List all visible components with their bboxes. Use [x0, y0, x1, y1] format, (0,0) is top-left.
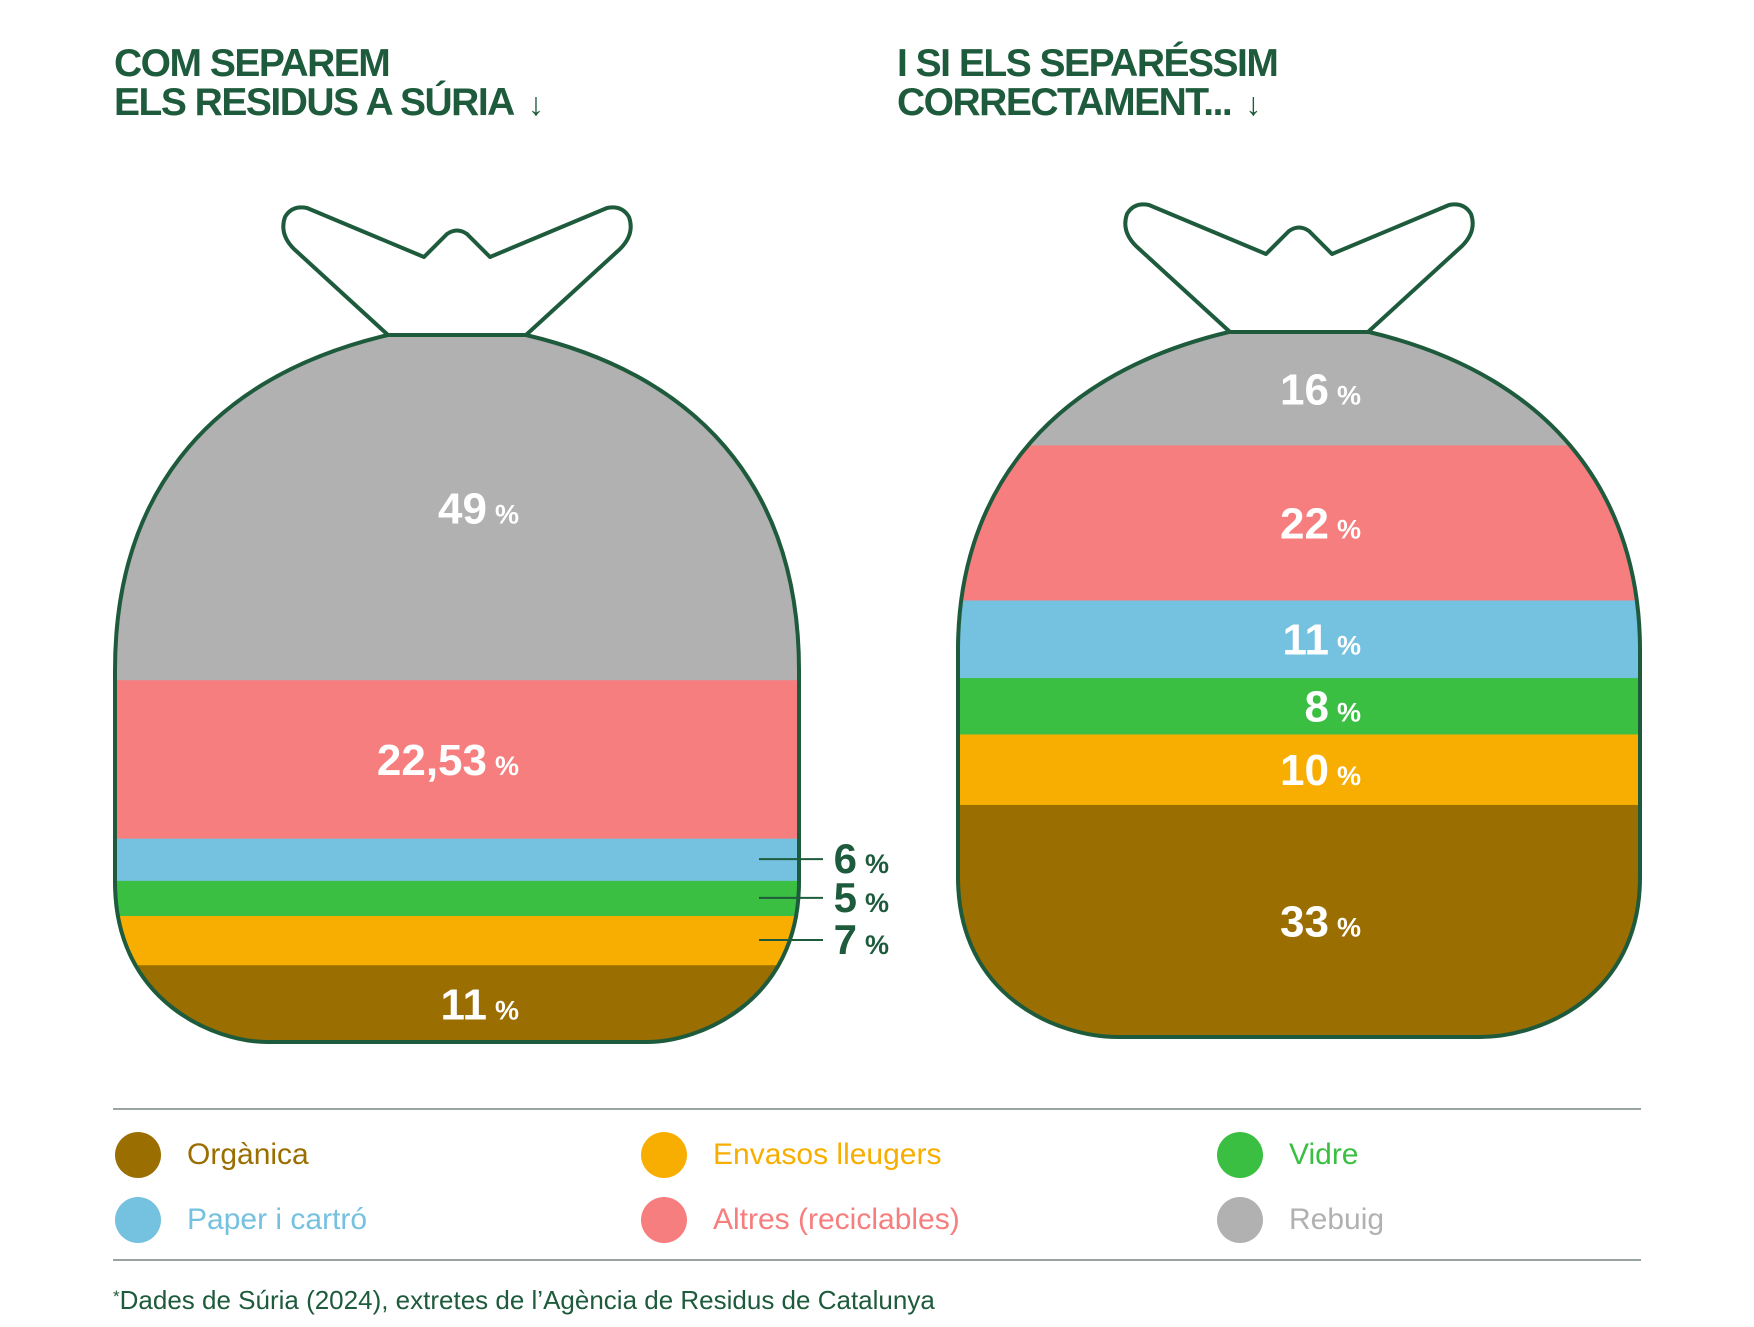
legend-divider-bottom: [113, 1259, 1641, 1261]
bag-chart-current: 11 % 7 % 5 % 6 % 22,53 % 49%: [113, 205, 889, 1044]
data-label-unit-org-nica: %: [1337, 913, 1361, 943]
legend-label-rebuig: Rebuig: [1289, 1203, 1385, 1236]
data-label-unit-altres-reciclables-: %: [1337, 514, 1361, 544]
legend-swatch-paper: [115, 1197, 161, 1243]
bar-segment-envasos-lleugers: [958, 733, 1640, 805]
bar-segment-paper-i-cartr-: [115, 838, 799, 881]
bag-outline: [956, 330, 1642, 1039]
footnote: *Dades de Súria (2024), extretes de l’Ag…: [113, 1285, 935, 1316]
title-current: COM SEPAREM ELS RESIDUS A SÚRIA ↓: [114, 42, 544, 124]
data-label-unit-altres-reciclables-: %: [495, 751, 519, 781]
bag-handle: [1123, 202, 1475, 334]
bar-segment-vidre: [115, 880, 799, 917]
data-label-envasos-lleugers: 10: [1280, 746, 1329, 795]
bag-chart-ideal: 33 % 10 % 8 % 11 % 22 % 16%: [956, 202, 1642, 1039]
arrow-down-icon: ↓: [1245, 86, 1261, 122]
data-label-unit-envasos-lleugers: %: [1337, 761, 1361, 791]
bar-segment-altres-reciclables-: [115, 679, 799, 839]
title-current-line1: COM SEPAREM: [114, 42, 391, 85]
legend-item-envasos: Envasos lleugers: [641, 1131, 941, 1179]
data-label-unit-rebuig: %: [1337, 380, 1361, 410]
data-label-unit-paper-i-cartr-: %: [1337, 631, 1361, 661]
data-label-unit-envasos-lleugers: %: [865, 930, 889, 960]
legend-divider-top: [113, 1108, 1641, 1110]
legend-label-altres: Altres (reciclables): [713, 1203, 960, 1236]
legend-label-organica: Orgànica: [187, 1138, 309, 1171]
legend-swatch-rebuig: [1217, 1197, 1263, 1243]
legend-item-altres: Altres (reciclables): [641, 1196, 960, 1244]
data-label-vidre: 5: [834, 874, 857, 921]
data-label-unit-vidre: %: [1337, 698, 1361, 728]
legend-item-rebuig: Rebuig: [1217, 1196, 1384, 1244]
data-label-altres-reciclables-: 22,53: [377, 736, 487, 785]
data-label-paper-i-cartr-: 6: [834, 835, 857, 882]
data-label-paper-i-cartr-: 11: [1282, 616, 1329, 665]
bag-handle: [281, 205, 633, 337]
bag-outline: [113, 333, 801, 1044]
legend-swatch-organica: [115, 1132, 161, 1178]
legend-item-paper: Paper i cartró: [115, 1196, 367, 1244]
data-label-envasos-lleugers: 7: [834, 916, 857, 963]
legend-item-vidre: Vidre: [1217, 1131, 1359, 1179]
bar-segment-envasos-lleugers: [115, 915, 799, 966]
data-label-org-nica: 33: [1280, 898, 1329, 947]
legend-label-vidre: Vidre: [1289, 1138, 1359, 1171]
data-label-unit-vidre: %: [865, 888, 889, 918]
bag-bands: [958, 332, 1640, 1037]
legend-item-organica: Orgànica: [115, 1131, 309, 1179]
title-ideal-line2: CORRECTAMENT...: [897, 81, 1233, 124]
legend-label-envasos: Envasos lleugers: [713, 1138, 942, 1171]
data-label-unit-paper-i-cartr-: %: [865, 849, 889, 879]
title-ideal-line1: I SI ELS SEPARÉSSIM: [897, 42, 1279, 85]
data-label-unit-org-nica: %: [495, 995, 519, 1025]
footnote-text: Dades de Súria (2024), extretes de l’Agè…: [119, 1285, 935, 1315]
title-current-line2: ELS RESIDUS A SÚRIA: [114, 81, 515, 124]
bar-segment-vidre: [958, 677, 1640, 735]
bar-segment-paper-i-cartr-: [958, 599, 1640, 679]
legend-swatch-altres: [641, 1197, 687, 1243]
footnote-asterisk: *: [113, 1287, 120, 1306]
data-label-altres-reciclables-: 22: [1280, 499, 1329, 548]
bar-segment-org-nica: [958, 804, 1640, 1037]
bar-segment-org-nica: [115, 964, 799, 1042]
data-label-rebuig: 49: [438, 484, 487, 533]
data-label-rebuig: 16: [1280, 365, 1329, 414]
legend-label-paper: Paper i cartró: [187, 1203, 368, 1236]
title-ideal: I SI ELS SEPARÉSSIM CORRECTAMENT... ↓: [897, 42, 1279, 124]
bag-bands: [115, 335, 799, 1042]
bar-segment-altres-reciclables-: [958, 444, 1640, 601]
data-label-org-nica: 11: [440, 980, 487, 1029]
data-label-vidre: 8: [1305, 683, 1329, 732]
legend-swatch-vidre: [1217, 1132, 1263, 1178]
data-label-unit-rebuig: %: [495, 499, 519, 529]
legend-swatch-envasos: [641, 1132, 687, 1178]
arrow-down-icon: ↓: [527, 86, 544, 122]
